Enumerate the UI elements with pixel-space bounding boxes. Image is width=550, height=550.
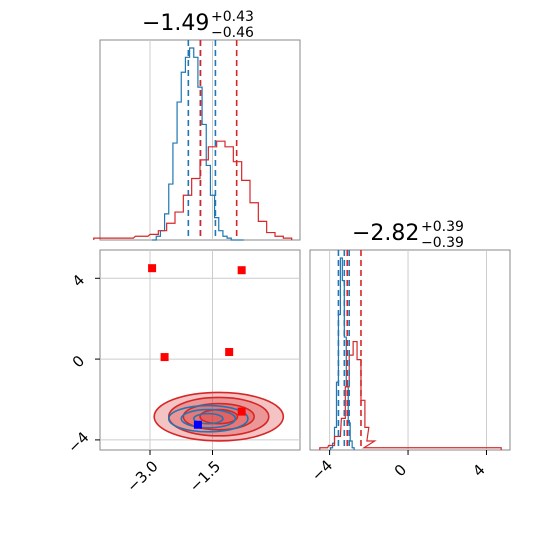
bottom-right-title: −2.82 +0.39 −0.39	[352, 219, 464, 251]
density-contour	[167, 404, 249, 433]
y-tick-label: −4	[64, 428, 92, 456]
top-left-title-upper: +0.43	[211, 9, 254, 25]
density-contour	[192, 412, 224, 425]
x-tick-label: 4	[469, 461, 488, 480]
top-left-title-main: −1.49	[142, 11, 209, 36]
x-tick-label: 0	[391, 461, 410, 480]
x-tick-label: −1.5	[186, 457, 224, 495]
hist-series-line	[93, 140, 293, 240]
x-tick-label: −4	[308, 456, 336, 484]
hist-series-line	[319, 340, 502, 450]
hist-series-line	[152, 47, 244, 241]
y-tick-label: 0	[69, 352, 88, 371]
y-tick-label: 4	[69, 271, 88, 290]
bottom-right-title-upper: +0.39	[421, 219, 464, 235]
density-contour	[180, 408, 237, 429]
marker-square	[225, 348, 234, 357]
bottom-right-title-main: −2.82	[352, 221, 419, 246]
marker-square	[160, 353, 169, 362]
x-tick-label: −3.0	[123, 457, 161, 495]
marker-square	[193, 420, 202, 429]
bottom-right-title-lower: −0.39	[421, 235, 464, 251]
top-left-title: −1.49 +0.43 −0.46	[142, 9, 254, 41]
top-left-title-lower: −0.46	[211, 25, 254, 41]
marker-square	[148, 264, 157, 273]
marker-square	[237, 407, 246, 416]
bottom-right-frame	[309, 249, 511, 451]
panel-top-left: −1.49 +0.43 −0.46	[93, 9, 301, 241]
marker-square	[237, 266, 246, 275]
density-contour	[153, 391, 285, 442]
panel-bottom-left: −3.0 −1.5 −4 0 4	[64, 249, 301, 496]
panel-bottom-right: −4 0 4 −2.82 +0.39 −0.39	[308, 219, 511, 485]
